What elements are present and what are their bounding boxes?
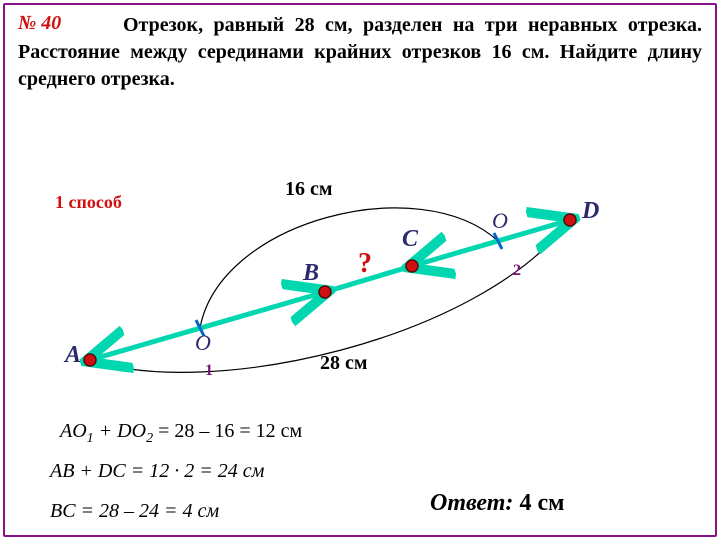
sol1-b: + DO (94, 420, 146, 442)
point-D (564, 214, 576, 226)
answer: Ответ: 4 см (430, 490, 564, 517)
label-O2: O (492, 208, 508, 234)
question-mark: ? (358, 248, 372, 280)
sol1-s2: 2 (146, 431, 153, 446)
label-D: D (582, 198, 599, 225)
sol1-a: AO (60, 420, 87, 442)
answer-value: 4 см (513, 490, 564, 516)
solution-line-3: BC = 28 – 24 = 4 см (50, 500, 219, 523)
solution-line-2: AB + DC = 12 · 2 = 24 см (50, 460, 264, 483)
problem-text: Отрезок, равный 28 см, разделен на три н… (18, 12, 702, 93)
sol1-r: = 28 – 16 = 12 см (153, 420, 302, 442)
solution-line-1: AO1 + DO2 = 28 – 16 = 12 см (60, 420, 302, 447)
point-C (406, 260, 418, 272)
top-curve (200, 208, 498, 328)
label-B: B (303, 260, 319, 287)
sub-1: 1 (205, 362, 213, 380)
sol1-s1: 1 (87, 431, 94, 446)
label-A: A (65, 342, 81, 369)
top-curve-label: 16 см (285, 178, 333, 201)
answer-label: Ответ: (430, 490, 513, 516)
diagram: A B C D O 1 O 2 16 см 28 см ? (60, 180, 620, 400)
label-C: C (402, 226, 418, 253)
point-A (84, 354, 96, 366)
bottom-curve-label: 28 см (320, 352, 368, 375)
seg-CD (412, 220, 570, 266)
sub-2: 2 (513, 262, 521, 280)
point-B (319, 286, 331, 298)
label-O1: O (195, 330, 211, 356)
